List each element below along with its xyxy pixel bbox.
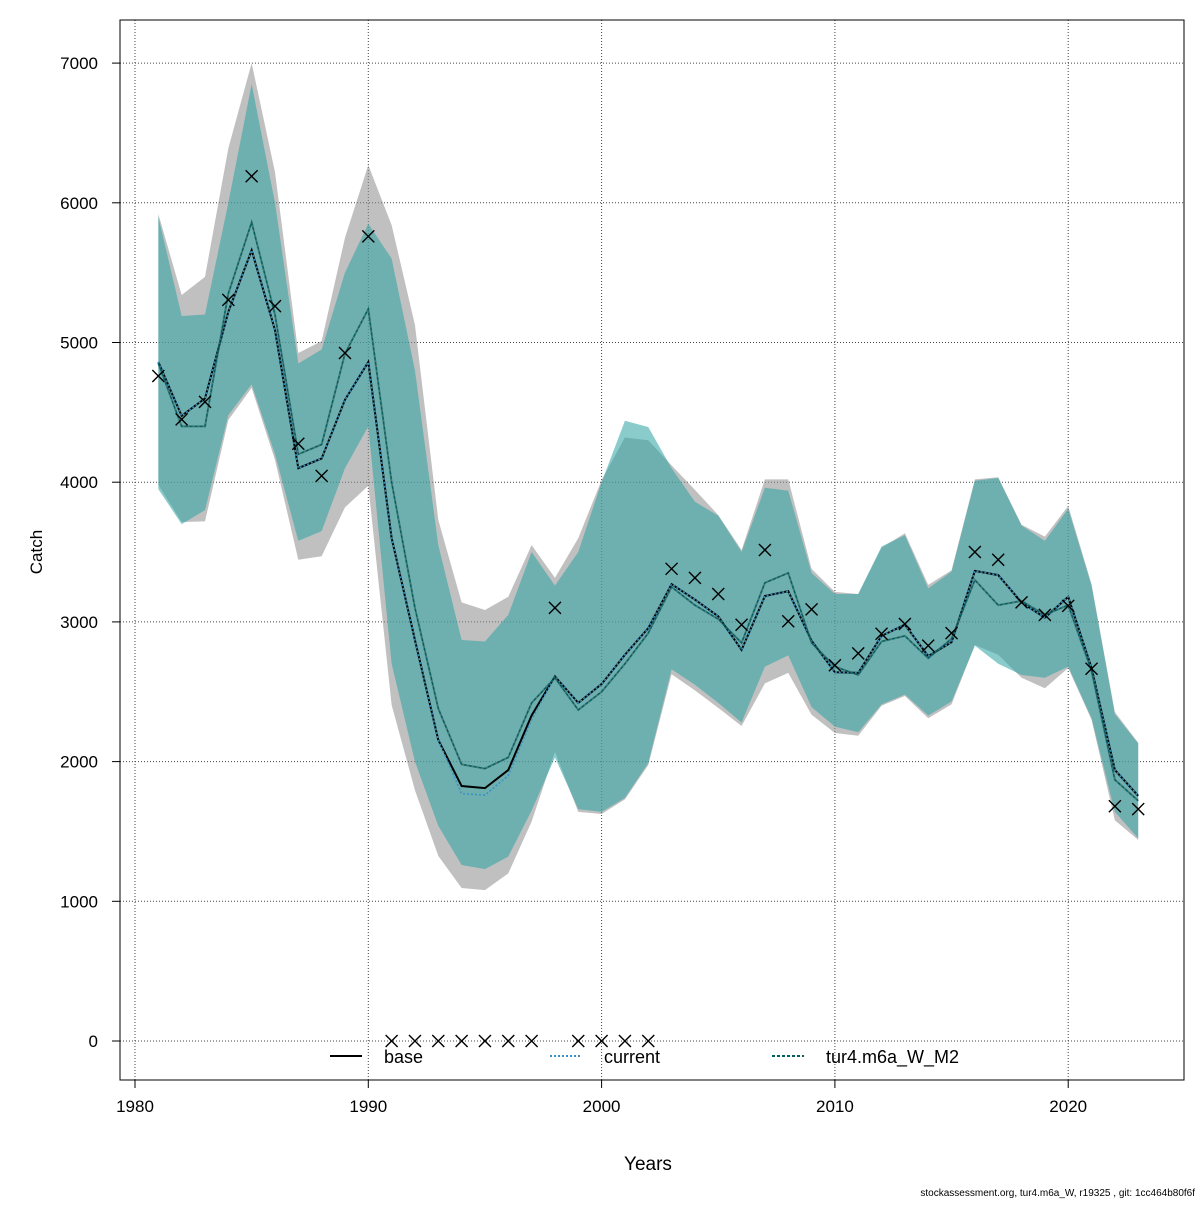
observed-point bbox=[291, 437, 305, 451]
series-lines bbox=[157, 218, 1139, 802]
observed-point bbox=[315, 469, 329, 483]
observed-point bbox=[198, 395, 212, 409]
observed-point bbox=[968, 545, 982, 559]
observed-point bbox=[431, 1034, 445, 1048]
legend-label-1: current bbox=[604, 1047, 660, 1067]
y-tick-label: 6000 bbox=[60, 194, 98, 213]
observed-points bbox=[151, 169, 1145, 1048]
y-tick-label: 3000 bbox=[60, 613, 98, 632]
observed-point bbox=[1085, 662, 1099, 676]
y-tick-label: 7000 bbox=[60, 54, 98, 73]
x-axis-label: Years bbox=[624, 1154, 672, 1175]
observed-point bbox=[361, 229, 375, 243]
observed-point bbox=[525, 1034, 539, 1048]
observed-point bbox=[478, 1034, 492, 1048]
observed-point bbox=[805, 602, 819, 616]
observed-point bbox=[735, 618, 749, 632]
observed-point bbox=[245, 169, 259, 183]
observed-point bbox=[991, 553, 1005, 567]
observed-point bbox=[641, 1034, 655, 1048]
observed-point bbox=[548, 601, 562, 615]
observed-point bbox=[385, 1034, 399, 1048]
legend: base current tur4.m6a_W_M2 bbox=[330, 1047, 959, 1068]
axes: 1980 1990 2000 2010 2020 0 1000 2000 3000 4000 500… bbox=[60, 54, 1087, 1116]
observed-point bbox=[781, 614, 795, 628]
observed-point bbox=[151, 369, 165, 383]
observed-point bbox=[571, 1034, 585, 1048]
y-axis-label: Catch bbox=[27, 530, 46, 574]
observed-point bbox=[221, 293, 235, 307]
confidence-bands bbox=[158, 63, 1139, 891]
y-tick-label: 4000 bbox=[60, 473, 98, 492]
x-tick-label: 2010 bbox=[816, 1097, 854, 1116]
x-tick-label: 1990 bbox=[349, 1097, 387, 1116]
observed-point bbox=[1108, 799, 1122, 813]
series-line-current bbox=[157, 247, 1139, 797]
observed-point bbox=[711, 587, 725, 601]
observed-point bbox=[758, 543, 772, 557]
y-tick-label: 5000 bbox=[60, 334, 98, 353]
observed-point bbox=[455, 1034, 469, 1048]
observed-point bbox=[688, 571, 702, 585]
y-tick-label: 2000 bbox=[60, 753, 98, 772]
legend-label-2: tur4.m6a_W_M2 bbox=[826, 1047, 959, 1068]
plot-frame bbox=[119, 19, 1185, 1081]
observed-point bbox=[1061, 599, 1075, 613]
observed-point bbox=[501, 1034, 515, 1048]
observed-point bbox=[945, 626, 959, 640]
observed-point bbox=[1015, 595, 1029, 609]
observed-point bbox=[338, 346, 352, 360]
observed-point bbox=[1131, 802, 1145, 816]
observed-point bbox=[618, 1034, 632, 1048]
x-tick-label: 2000 bbox=[583, 1097, 621, 1116]
y-tick-label: 1000 bbox=[60, 892, 98, 911]
band-tur4-m6a-W-M2 bbox=[158, 84, 1139, 870]
observed-point bbox=[175, 412, 189, 426]
observed-point bbox=[828, 658, 842, 672]
y-tick-label: 0 bbox=[89, 1032, 98, 1051]
observed-point bbox=[268, 299, 282, 313]
observed-point bbox=[898, 617, 912, 631]
legend-label-0: base bbox=[384, 1047, 423, 1067]
observed-point bbox=[408, 1034, 422, 1048]
observed-point bbox=[921, 639, 935, 653]
observed-point bbox=[665, 562, 679, 576]
footer-text: stockassessment.org, tur4.m6a_W, r19325 … bbox=[920, 1188, 1195, 1199]
observed-point bbox=[875, 627, 889, 641]
x-tick-label: 2020 bbox=[1049, 1097, 1087, 1116]
observed-point bbox=[595, 1034, 609, 1048]
observed-point bbox=[851, 646, 865, 660]
series-line-tur4-dash bbox=[157, 220, 1139, 802]
observed-point bbox=[1038, 608, 1052, 622]
x-tick-label: 1980 bbox=[116, 1097, 154, 1116]
